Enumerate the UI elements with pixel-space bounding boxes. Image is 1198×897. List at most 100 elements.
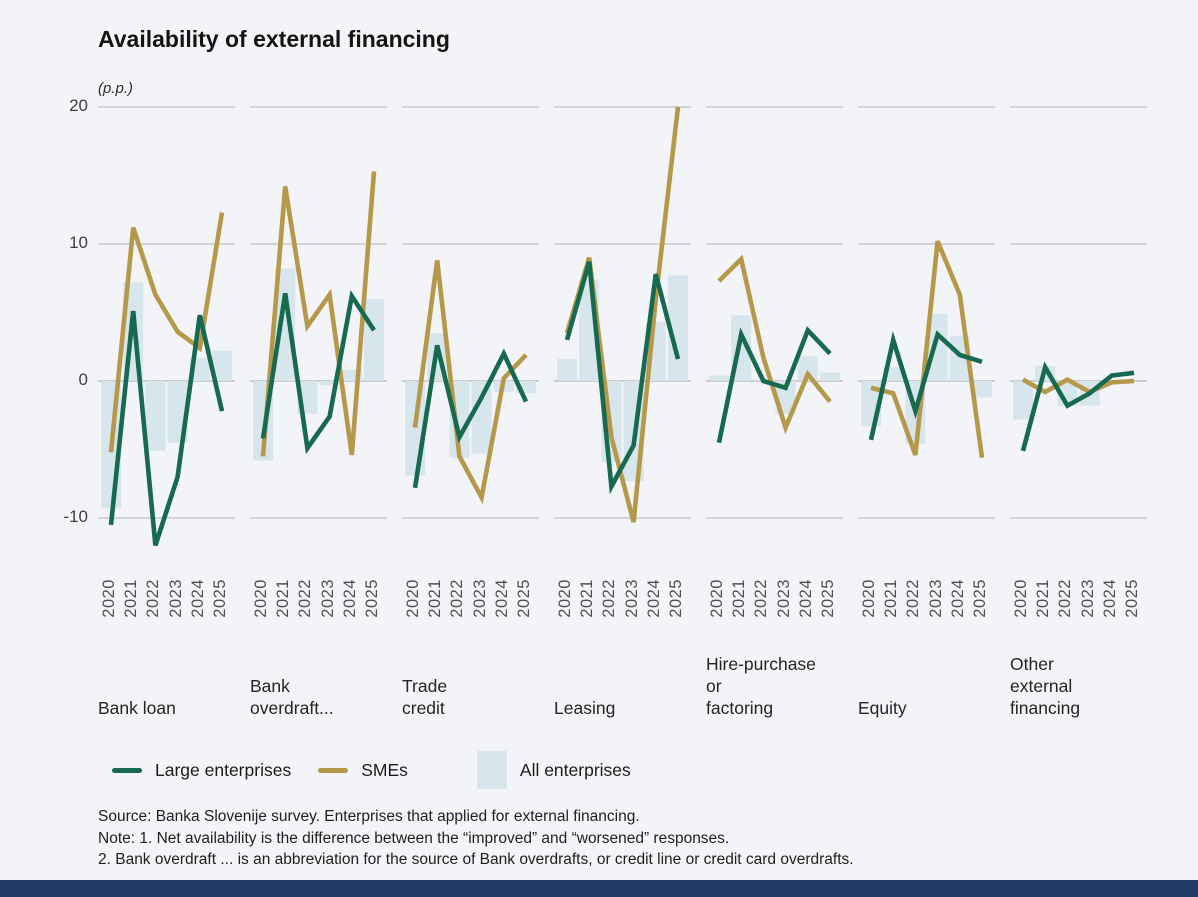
year-labels-bank-overdraft: 2020 2021 2022 2023 2024 2025 (250, 579, 387, 637)
panel-trade-credit: 2020 2021 2022 2023 2024 2025 Trade credit (402, 105, 539, 719)
line-large-enterprises (108, 310, 225, 547)
category-label-line: Trade (402, 676, 448, 696)
large-enterprises-line-swatch-icon (112, 767, 142, 773)
bar-all-enterprises (972, 381, 992, 398)
line-large-enterprises (564, 261, 681, 495)
bar-all-enterprises (820, 372, 840, 381)
year-label: 2024 (1100, 579, 1119, 618)
year-label: 2024 (340, 579, 359, 618)
category-label-line: Bank loan (98, 698, 176, 718)
source-line: Source: Banka Slovenije survey. Enterpri… (98, 808, 640, 825)
year-label: 2024 (644, 579, 663, 618)
category-label-trade-credit: Trade credit (402, 643, 539, 719)
note-line-2: 2. Bank overdraft ... is an abbreviation… (98, 851, 854, 868)
category-label-line: Bank (250, 676, 290, 696)
year-labels-equity: 2020 2021 2022 2023 2024 2025 (858, 579, 995, 637)
year-label: 2021 (1034, 579, 1053, 618)
panel-bank-overdraft: 2020 2021 2022 2023 2024 2025 Bank overdraft... (250, 105, 387, 719)
bar-all-enterprises (797, 356, 818, 381)
note-line-1: Note: 1. Net availability is the differe… (98, 829, 730, 847)
smes-line-swatch-icon (318, 767, 349, 773)
legend-item-all-enterprises: All enterprises (476, 751, 658, 789)
year-label: 2021 (426, 579, 445, 618)
category-label-line: Hire-purchase (706, 654, 816, 674)
panel-hire-purchase-or-factoring: 2020 2021 2022 2023 2024 2025 Hire-purchase or f… (706, 105, 843, 719)
category-label-line: Other (1010, 654, 1054, 674)
year-label: 2020 (1012, 579, 1030, 618)
year-label: 2021 (882, 579, 901, 618)
y-axis-tick-label: 0 (78, 370, 88, 389)
chart-equity (858, 106, 995, 519)
year-label: 2021 (122, 579, 141, 618)
year-label: 2023 (470, 579, 489, 618)
year-labels-trade-credit: 2020 2021 2022 2023 2024 2025 (402, 579, 539, 637)
year-label: 2025 (515, 579, 533, 618)
year-label: 2024 (492, 579, 511, 618)
legend-item-large-enterprises: Large enterprises (112, 760, 318, 781)
category-label-equity: Equity (858, 643, 995, 719)
bar-all-enterprises (319, 381, 340, 386)
bar-all-enterprises (275, 268, 296, 381)
year-label: 2021 (730, 579, 749, 618)
y-axis-tick-label: -10 (63, 507, 88, 526)
line-smes (870, 240, 985, 459)
year-label: 2022 (904, 579, 923, 618)
unit-label: (p.p.) (98, 80, 134, 97)
notes: Source: Banka Slovenije survey. Enterpri… (98, 806, 854, 871)
panel-other-external-financing: 2020 2021 2022 2023 2024 2025 Other external fin… (1010, 105, 1147, 719)
year-labels-bank-loan: 2020 2021 2022 2023 2024 2025 (98, 579, 235, 637)
panel-equity: 2020 2021 2022 2023 2024 2025 Equity (858, 105, 995, 719)
line-large-enterprises (716, 326, 832, 444)
year-label: 2020 (252, 579, 270, 618)
legend-label: All enterprises (519, 759, 631, 780)
panel-bank-loan: 2020 2021 2022 2023 2024 2025 Bank loan (98, 105, 235, 719)
category-label-line: or (706, 676, 722, 696)
footer-bar (0, 880, 1198, 897)
year-label: 2020 (556, 579, 574, 618)
legend: Large enterprises SMEs All enterprises (112, 748, 658, 792)
bar-all-enterprises (471, 381, 492, 454)
panels-row: 2020 2021 2022 2023 2024 2025 Bank loan 2020 202… (98, 105, 1147, 719)
chart-trade-credit (402, 106, 539, 519)
year-label: 2024 (948, 579, 967, 618)
legend-label: Large enterprises (155, 759, 292, 780)
bar-all-enterprises (1013, 381, 1033, 420)
year-label: 2025 (971, 579, 989, 618)
line-smes (412, 260, 528, 505)
plot-area: 2020 2021 2022 2023 2024 2025 Bank loan 2020 202… (63, 96, 1147, 719)
year-label: 2025 (211, 579, 229, 618)
chart-bank-overdraft (250, 106, 387, 519)
panel-leasing: 2020 2021 2022 2023 2024 2025 Leasing (554, 105, 691, 719)
category-label-other-external-financing: Other external financing (1010, 643, 1147, 719)
bar-all-enterprises (557, 359, 577, 381)
year-label: 2020 (404, 579, 422, 618)
all-enterprises-box-swatch-icon (476, 751, 507, 789)
bar-all-enterprises (212, 350, 232, 381)
year-label: 2021 (578, 579, 597, 618)
year-label: 2022 (296, 579, 315, 618)
bar-all-enterprises (927, 313, 948, 381)
line-large-enterprises (412, 344, 529, 489)
line-smes (260, 171, 377, 457)
bar-all-enterprises (709, 375, 729, 381)
category-label-hire-purchase-or-factoring: Hire-purchase or factoring (706, 643, 843, 719)
chart-hire-purchase-or-factoring (706, 106, 843, 519)
year-label: 2020 (708, 579, 726, 618)
category-label-line: Equity (858, 698, 907, 718)
legend-item-smes: SMEs (318, 760, 435, 781)
category-label-line: external (1010, 676, 1073, 696)
line-large-enterprises (1020, 361, 1135, 452)
year-label: 2023 (622, 579, 641, 618)
line-large-enterprises (868, 330, 983, 441)
year-label: 2020 (100, 579, 118, 618)
year-labels-other-external-financing: 2020 2021 2022 2023 2024 2025 (1010, 579, 1147, 637)
year-label: 2025 (363, 579, 381, 618)
year-label: 2023 (926, 579, 945, 618)
year-label: 2022 (448, 579, 467, 618)
year-label: 2022 (144, 579, 163, 618)
year-labels-leasing: 2020 2021 2022 2023 2024 2025 (554, 579, 691, 637)
bar-all-enterprises (341, 370, 362, 381)
year-label: 2024 (188, 579, 207, 618)
y-axis-tick-label: 10 (69, 233, 88, 252)
category-label-bank-overdraft: Bank overdraft... (250, 643, 387, 719)
